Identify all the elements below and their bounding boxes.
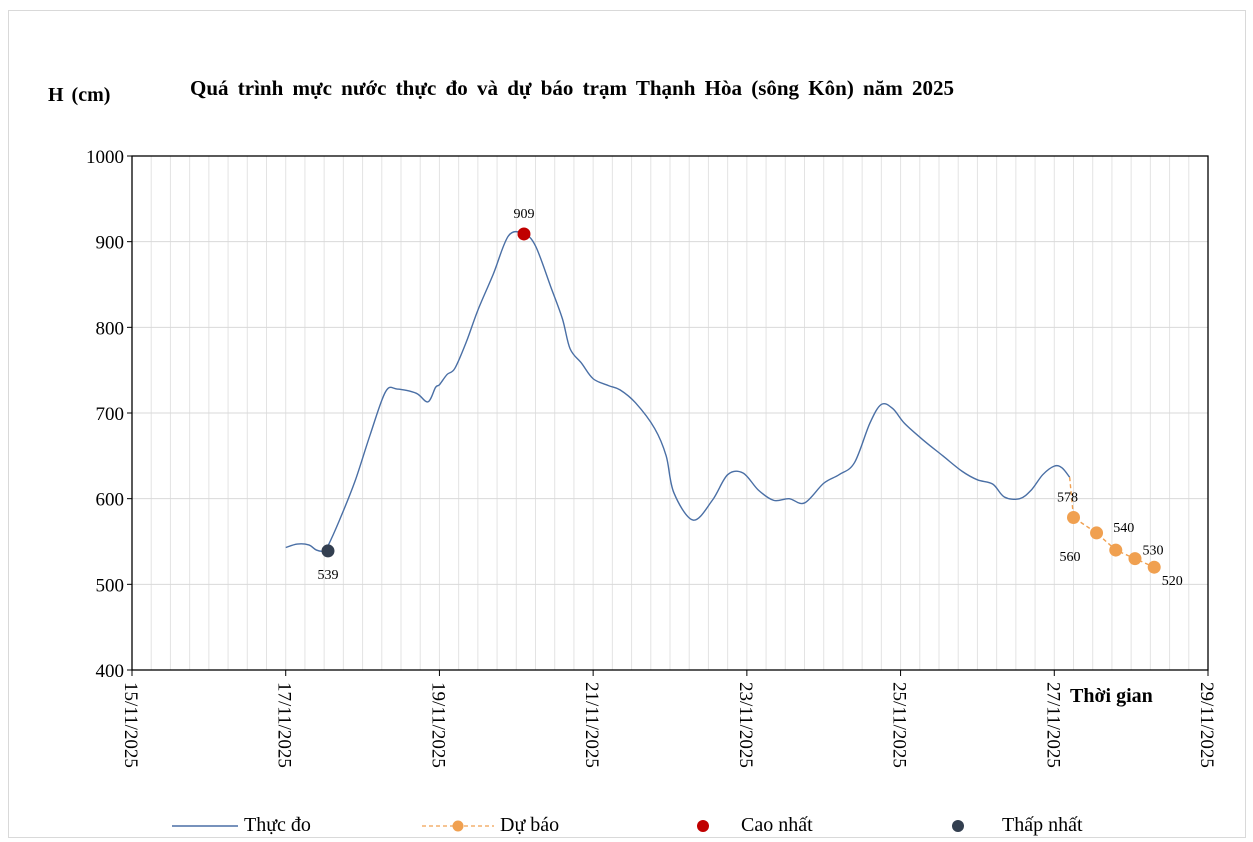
forecast-point <box>1090 526 1104 540</box>
x-tick-label: 23/11/2025 <box>735 682 756 768</box>
x-axis-label: Thời gian <box>1070 685 1153 707</box>
lowest-point <box>321 544 335 558</box>
x-tick-label: 29/11/2025 <box>1196 682 1217 768</box>
forecast-point-label: 560 <box>1060 550 1081 565</box>
x-tick-label: 27/11/2025 <box>1042 682 1063 768</box>
measured-series-line <box>285 230 1071 552</box>
x-tick-label: 25/11/2025 <box>889 682 910 768</box>
forecast-point-label: 578 <box>1057 491 1078 506</box>
forecast-point <box>1147 560 1161 574</box>
highest-point <box>517 227 531 241</box>
legend-red-dot-icon <box>697 819 709 832</box>
legend-item-forecast: Dự báo <box>422 814 559 837</box>
axis-layer: 400 500 600 700 800 900 1000 15/11/2025 17/11/20… <box>86 147 1217 768</box>
y-tick-label: 600 <box>96 490 125 511</box>
grid-layer <box>132 156 1208 670</box>
y-tick-label: 500 <box>96 575 125 596</box>
legend-item-highest: Cao nhất <box>695 814 813 837</box>
highest-point-label: 909 <box>513 207 534 222</box>
forecast-point-label: 540 <box>1113 521 1134 536</box>
y-tick-label: 700 <box>96 404 125 425</box>
y-axis-label: H (cm) <box>48 84 111 106</box>
y-tick-label: 400 <box>96 661 125 682</box>
legend-line-icon <box>172 824 238 827</box>
label-layer: 578 560 540 530 520 909 539 <box>317 207 1182 589</box>
forecast-point <box>1128 552 1142 566</box>
legend-label-forecast: Dự báo <box>500 814 560 836</box>
forecast-point-label: 520 <box>1162 574 1183 589</box>
x-tick-label: 19/11/2025 <box>427 682 448 768</box>
legend-item-lowest: Thấp nhất <box>950 814 1083 837</box>
legend-item-measured: Thực đo <box>172 814 311 837</box>
y-tick-label: 1000 <box>86 147 124 168</box>
legend: Thực đo Dự báo Cao nhất Thấp nhất <box>0 808 1253 842</box>
y-tick-label: 800 <box>96 318 125 339</box>
legend-label-lowest: Thấp nhất <box>1002 814 1083 836</box>
chart-title: Quá trình mực nước thực đo và dự báo trạ… <box>190 76 954 100</box>
forecast-point <box>1109 543 1123 557</box>
x-tick-label: 21/11/2025 <box>581 682 602 768</box>
chart-frame <box>8 10 1246 838</box>
legend-label-measured: Thực đo <box>244 814 311 836</box>
x-tick-label: 15/11/2025 <box>120 682 141 768</box>
x-tick-label: 17/11/2025 <box>274 682 295 768</box>
lowest-point-label: 539 <box>317 568 338 583</box>
forecast-point <box>1067 511 1080 525</box>
legend-dashed-line-icon <box>422 820 494 831</box>
legend-label-highest: Cao nhất <box>741 814 813 836</box>
forecast-point-label: 530 <box>1142 544 1163 559</box>
legend-dark-dot-icon <box>952 819 964 832</box>
y-tick-label: 900 <box>96 233 125 254</box>
series-layer <box>285 227 1161 574</box>
